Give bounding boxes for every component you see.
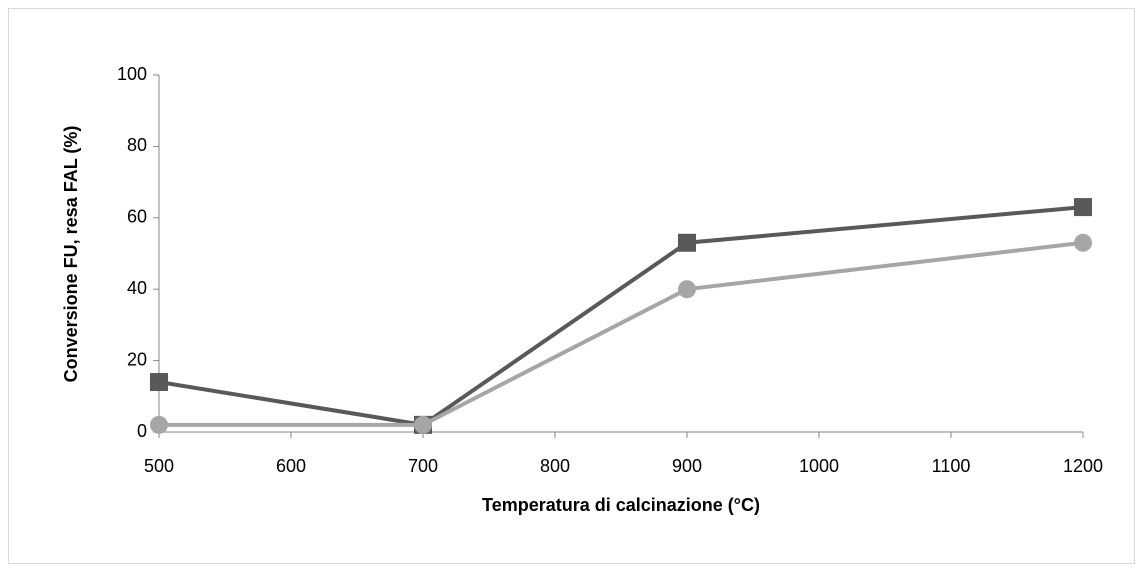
y-tick-label: 20 (127, 349, 147, 369)
marker (150, 373, 168, 392)
x-tick-label: 900 (672, 456, 702, 476)
x-tick-label: 1000 (799, 456, 839, 476)
x-tick-label: 1200 (1063, 456, 1103, 476)
y-tick-label: 40 (127, 278, 147, 298)
x-tick-label: 500 (144, 456, 174, 476)
series-line (158, 205, 1084, 427)
x-tick-label: 700 (408, 456, 438, 476)
marker (1074, 198, 1092, 217)
y-tick-label: 80 (127, 135, 147, 155)
chart-border (8, 8, 1135, 564)
y-tick-label: 100 (117, 64, 147, 84)
x-tick-label: 800 (540, 456, 570, 476)
marker (150, 415, 168, 434)
x-axis-title: Temperatura di calcinazione (°C) (482, 495, 760, 515)
y-tick-label: 0 (137, 421, 147, 441)
marker (1074, 233, 1092, 252)
y-axis-title: Conversione FU, resa FAL (%) (61, 126, 81, 383)
marker (678, 233, 696, 252)
y-tick-label: 60 (127, 207, 147, 227)
marker (414, 415, 432, 434)
marker (678, 280, 696, 299)
series-line (159, 240, 1084, 427)
x-tick-label: 600 (276, 456, 306, 476)
x-tick-label: 1100 (932, 456, 971, 476)
